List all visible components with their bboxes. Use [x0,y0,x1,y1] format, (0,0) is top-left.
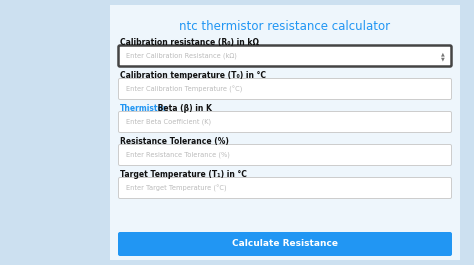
FancyBboxPatch shape [118,144,452,166]
Text: Enter Calibration Temperature (°C): Enter Calibration Temperature (°C) [126,85,242,92]
FancyBboxPatch shape [118,46,452,67]
Text: Calibration resistance (R₀) in kΩ: Calibration resistance (R₀) in kΩ [120,38,259,47]
Text: ▲: ▲ [441,51,445,56]
FancyBboxPatch shape [118,78,452,99]
Text: Enter Beta Coefficient (K): Enter Beta Coefficient (K) [126,119,211,125]
Text: Enter Calibration Resistance (kΩ): Enter Calibration Resistance (kΩ) [126,53,237,59]
Text: Calculate Resistance: Calculate Resistance [232,240,338,249]
Text: ▼: ▼ [441,56,445,61]
FancyBboxPatch shape [118,178,452,198]
FancyBboxPatch shape [110,5,460,260]
Text: Calibration temperature (T₀) in °C: Calibration temperature (T₀) in °C [120,71,266,80]
Text: ntc thermistor resistance calculator: ntc thermistor resistance calculator [180,20,391,33]
FancyBboxPatch shape [118,112,452,132]
FancyBboxPatch shape [118,232,452,256]
Text: Enter Resistance Tolerance (%): Enter Resistance Tolerance (%) [126,152,230,158]
Text: Target Temperature (T₁) in °C: Target Temperature (T₁) in °C [120,170,247,179]
Text: Thermistor: Thermistor [120,104,168,113]
Text: Enter Target Temperature (°C): Enter Target Temperature (°C) [126,184,227,192]
Text: Resistance Tolerance (%): Resistance Tolerance (%) [120,137,229,146]
Text: Beta (β) in K: Beta (β) in K [155,104,212,113]
